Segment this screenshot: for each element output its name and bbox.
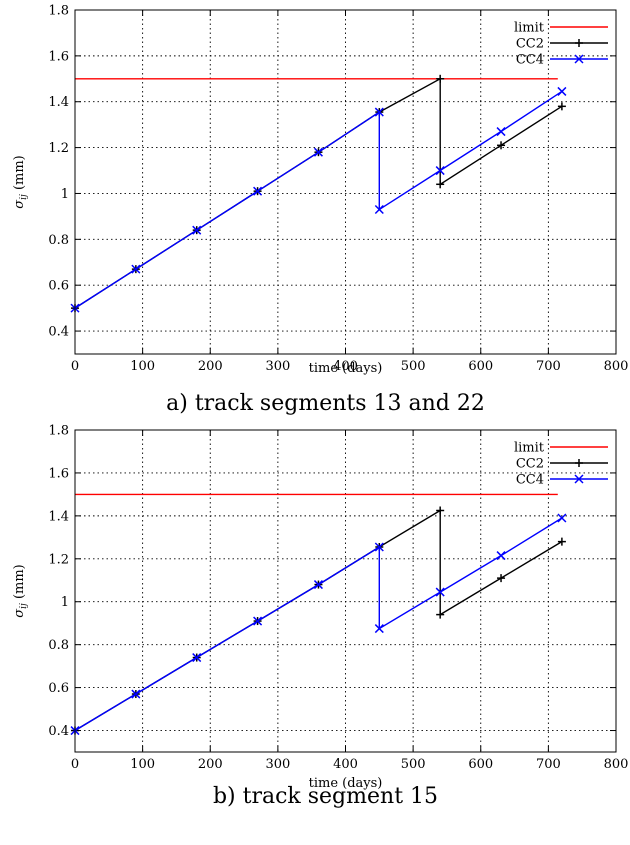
chart-0-series-cc4-point — [496, 127, 506, 137]
chart-0-legend-label: CC4 — [516, 53, 544, 68]
chart-1-y-tick-label: 1.8 — [48, 424, 69, 439]
chart-1-y-tick-label: 1.6 — [48, 466, 69, 481]
chart-0-legend-label: limit — [514, 21, 545, 36]
chart-0-caption: a) track segments 13 and 22 — [166, 391, 485, 416]
chart-b: 0 100 200 300 400 500 600 700 800 0.4 0.6 0.8 1 1.2 1.… — [12, 424, 628, 810]
chart-0-y-tick-label: 1 — [61, 187, 69, 202]
chart-0-x-tick-label: 800 — [604, 359, 629, 374]
chart-0-series-cc4-point — [253, 186, 263, 196]
chart-1-x-tick-label: 0 — [71, 757, 79, 772]
chart-0-legend-marker — [574, 54, 584, 64]
chart-1-series-cc4-point — [192, 653, 202, 663]
chart-1-legend-label: limit — [514, 441, 545, 456]
chart-1-legend-label: CC4 — [516, 473, 544, 488]
chart-0-series-cc4-point — [557, 86, 567, 96]
chart-1-x-tick-label: 100 — [130, 757, 155, 772]
chart-0-y-tick-label: 0.8 — [48, 233, 69, 248]
chart-1-y-tick-label: 0.8 — [48, 638, 69, 653]
chart-0-x-tick-label: 300 — [265, 359, 290, 374]
chart-0-x-tick-label: 200 — [198, 359, 223, 374]
chart-1-y-tick-label: 1.4 — [48, 509, 69, 524]
chart-0-series-cc4-point — [313, 147, 323, 157]
chart-1-series-cc4-line — [74, 517, 563, 732]
chart-0-x-tick-label: 0 — [71, 359, 79, 374]
chart-0-series-cc4-line — [74, 90, 563, 309]
chart-0-x-tick-label: 100 — [130, 359, 155, 374]
chart-1-x-tick-label: 200 — [198, 757, 223, 772]
chart-0-series-cc4-point — [192, 225, 202, 235]
chart-0-y-tick-label: 1.4 — [48, 95, 69, 110]
chart-1-x-tick-label: 300 — [265, 757, 290, 772]
chart-0-x-tick-label: 700 — [536, 359, 561, 374]
chart-0-y-tick-label: 0.4 — [48, 325, 69, 340]
chart-1-legend-label: CC2 — [516, 457, 544, 472]
chart-0-y-tick-label: 1.2 — [48, 141, 69, 156]
chart-1-caption: b) track segment 15 — [213, 784, 438, 809]
chart-a: 0 100 200 300 400 500 600 700 800 0.4 0.6 0.8 1 1.2 1.… — [12, 4, 628, 417]
chart-1-x-tick-label: 400 — [333, 757, 358, 772]
chart-1-series-cc4-point — [435, 587, 445, 597]
chart-1-y-tick-label: 0.4 — [48, 724, 69, 739]
chart-0-y-tick-label: 1.8 — [48, 4, 69, 19]
chart-0-y-axis-label: σij (mm) — [12, 155, 29, 208]
chart-1-legend-marker — [574, 474, 584, 484]
chart-0-series-cc4-point — [435, 166, 445, 176]
chart-1-series-cc4-point — [557, 513, 567, 523]
chart-0-legend-label: CC2 — [516, 37, 544, 52]
chart-1-x-tick-label: 800 — [604, 757, 629, 772]
chart-1-series-cc4-point — [496, 551, 506, 561]
chart-1-y-tick-label: 1.2 — [48, 552, 69, 567]
chart-1-plot-frame — [74, 429, 617, 753]
chart-0-x-tick-label: 600 — [468, 359, 493, 374]
chart-0-y-tick-label: 1.6 — [48, 49, 69, 64]
chart-1-x-tick-label: 600 — [468, 757, 493, 772]
chart-1-series-cc4-point — [374, 624, 384, 634]
chart-0-series-cc4-point — [374, 204, 384, 215]
chart-1-series-cc4-point — [374, 542, 384, 552]
chart-1-y-tick-label: 0.6 — [48, 681, 69, 696]
chart-1-y-tick-label: 1 — [61, 595, 69, 610]
chart-0-x-tick-label: 400 — [333, 359, 358, 374]
chart-0-x-axis-label: time (days) — [309, 361, 383, 376]
chart-1-x-tick-label: 700 — [536, 757, 561, 772]
chart-1-series-cc4-point — [313, 580, 323, 590]
chart-1-series-cc4-point — [131, 689, 141, 699]
chart-0-series-cc4-point — [131, 264, 141, 274]
chart-0-series-cc4-point — [374, 107, 384, 117]
chart-0-x-tick-label: 500 — [401, 359, 426, 374]
chart-1-x-tick-label: 500 — [401, 757, 426, 772]
chart-0-plot-frame — [74, 9, 617, 355]
chart-0-y-tick-label: 0.6 — [48, 279, 69, 294]
chart-1-series-cc4-point — [253, 616, 263, 626]
chart-1-series-cc2-line — [74, 509, 563, 732]
chart-1-x-axis-label: time (days) — [309, 776, 383, 791]
chart-1-y-axis-label: σij (mm) — [12, 564, 29, 617]
